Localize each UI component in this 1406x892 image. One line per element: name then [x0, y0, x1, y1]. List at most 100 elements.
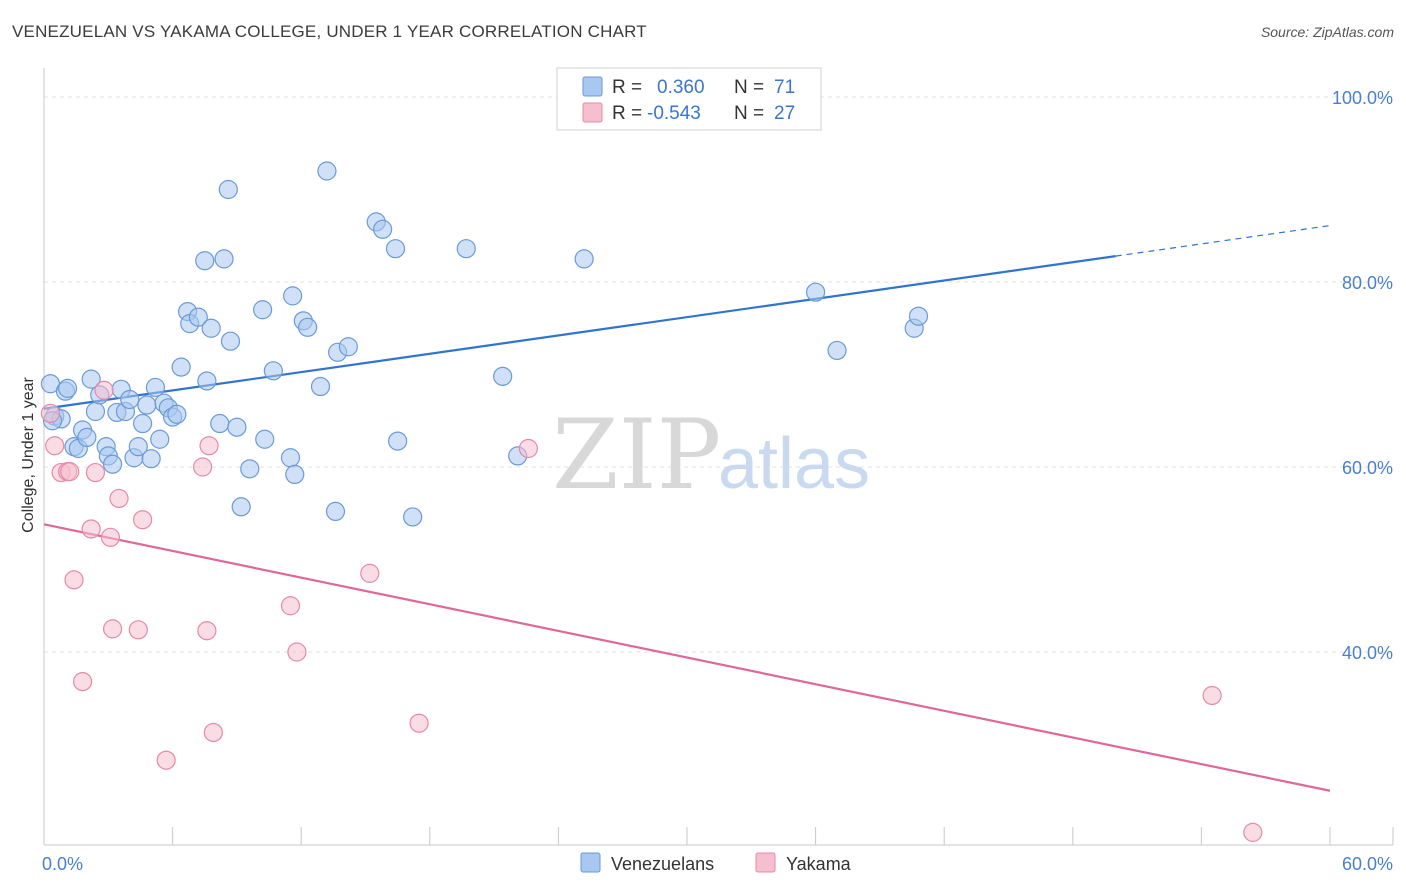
- venezuelan-point-36: [201, 318, 221, 338]
- yakama-point-22: [409, 713, 429, 733]
- x-tick-labels: 0.0% 60.0%: [42, 854, 1393, 874]
- legend-r-label-1: R =: [612, 77, 642, 98]
- venezuelan-point-53: [317, 161, 337, 181]
- venezuelan-point-22: [137, 395, 157, 415]
- y-tick-label-0: 100.0%: [1332, 88, 1393, 108]
- venezuelan-point-58: [373, 219, 393, 239]
- yakama-point-16: [197, 621, 217, 641]
- venezuelan-point-67: [827, 340, 847, 361]
- yakama-point-13: [132, 510, 153, 530]
- data-points: [40, 161, 1263, 842]
- venezuelan-point-34: [195, 251, 215, 271]
- venezuelan-point-46: [263, 361, 283, 381]
- venezuelan-point-60: [388, 431, 408, 451]
- venezuelan-point-14: [102, 454, 123, 474]
- venezuelan-point-21: [132, 413, 153, 434]
- bottom-legend-yakama: Yakama: [786, 854, 852, 874]
- venezuelan-point-20: [128, 437, 148, 457]
- watermark: ZIP atlas: [552, 399, 870, 511]
- yakama-trend-line: [43, 523, 1331, 792]
- venezuelan-point-33: [188, 307, 208, 327]
- venezuelan-point-43: [240, 459, 260, 479]
- x-tick-label-0: 0.0%: [42, 854, 83, 874]
- legend-r-value-1: 0.360: [657, 77, 705, 98]
- bottom-legend-swatch-yakama: [755, 852, 776, 873]
- chart-source: Source: ZipAtlas.com: [1260, 24, 1394, 40]
- venezuelan-point-47: [280, 448, 301, 468]
- venezuelan-point-51: [298, 317, 318, 337]
- venezuelan-point-52: [310, 376, 331, 397]
- legend-r-label-2: R =: [612, 103, 642, 124]
- venezuelan-point-9: [81, 369, 101, 389]
- legend-n-value-1: 71: [774, 77, 795, 98]
- y-tick-labels: 100.0% 80.0% 60.0% 40.0%: [1332, 88, 1393, 663]
- y-tick-label-2: 60.0%: [1342, 458, 1393, 478]
- legend-swatch-yakama: [582, 102, 603, 123]
- yakama-point-4: [64, 570, 84, 590]
- legend-n-label-1: N =: [734, 77, 764, 98]
- yakama-point-14: [156, 750, 176, 770]
- correlation-legend: R = 0.360 N = 71 R = -0.543 N = 27: [556, 67, 822, 131]
- venezuelan-point-23: [141, 449, 161, 469]
- yakama-point-11: [109, 488, 129, 509]
- venezuelan-point-56: [338, 337, 358, 357]
- venezuelan-point-42: [231, 497, 251, 517]
- venezuelan-point-62: [456, 239, 476, 259]
- axes: [43, 68, 1394, 846]
- venezuelan-point-41: [227, 417, 247, 437]
- venezuelan-point-37: [210, 413, 230, 434]
- watermark-zip: ZIP: [552, 399, 721, 511]
- x-tick-label-1: 60.0%: [1342, 854, 1393, 874]
- y-tick-label-3: 40.0%: [1342, 643, 1393, 663]
- yakama-point-8: [94, 380, 114, 400]
- yakama-point-7: [85, 462, 106, 483]
- legend-r-value-2: -0.543: [647, 103, 701, 124]
- venezuelan-point-69: [908, 306, 929, 326]
- venezuelan-point-61: [403, 507, 423, 527]
- yakama-point-5: [72, 671, 93, 692]
- venezuelan-point-10: [85, 401, 106, 422]
- venezuelan-point-48: [283, 286, 303, 306]
- venezuelan-point-63: [493, 366, 513, 386]
- yakama-point-15: [193, 457, 213, 477]
- venezuelan-point-25: [150, 429, 170, 449]
- venezuelan-point-40: [220, 331, 241, 351]
- series-legend: Venezuelans Yakama: [580, 852, 852, 874]
- venezuelan-point-38: [214, 249, 234, 269]
- yakama-point-17: [199, 436, 219, 456]
- venezuelan-point-65: [574, 249, 594, 269]
- yakama-point-25: [1243, 822, 1263, 842]
- bottom-legend-swatch-venezuelans: [580, 852, 601, 873]
- yakama-point-18: [203, 722, 223, 743]
- yakama-point-24: [1202, 685, 1222, 706]
- yakama-point-20: [287, 642, 307, 662]
- y-tick-label-1: 80.0%: [1342, 273, 1393, 293]
- yakama-point-0: [45, 436, 65, 456]
- venezuelan-point-35: [197, 371, 217, 391]
- venezuelan-point-45: [255, 429, 275, 449]
- venezuelan-point-49: [285, 464, 305, 484]
- y-axis-label: College, Under 1 year: [20, 377, 37, 533]
- grid-lines: [44, 96, 1393, 653]
- legend-swatch-venezuelans: [582, 76, 603, 97]
- trend-lines: [43, 224, 1331, 792]
- yakama-point-23: [518, 438, 538, 459]
- chart-title: VENEZUELAN VS YAKAMA COLLEGE, UNDER 1 YE…: [12, 22, 647, 41]
- venezuelan-point-8: [77, 427, 97, 447]
- yakama-point-26: [40, 403, 61, 423]
- venezuelan-point-18: [120, 389, 140, 410]
- venezuelan-point-29: [167, 404, 187, 424]
- yakama-point-12: [128, 620, 148, 640]
- yakama-point-6: [81, 519, 101, 539]
- yakama-point-9: [100, 527, 121, 547]
- venezuelan-point-66: [805, 282, 826, 302]
- yakama-point-21: [360, 563, 380, 583]
- yakama-point-10: [102, 619, 123, 639]
- yakama-point-19: [280, 596, 301, 616]
- venezuelan-point-44: [253, 300, 273, 320]
- venezuelan-point-39: [218, 179, 238, 200]
- legend-n-label-2: N =: [734, 103, 764, 124]
- venezuelan-trend-extension: [1115, 224, 1331, 257]
- venezuelan-point-54: [325, 501, 346, 521]
